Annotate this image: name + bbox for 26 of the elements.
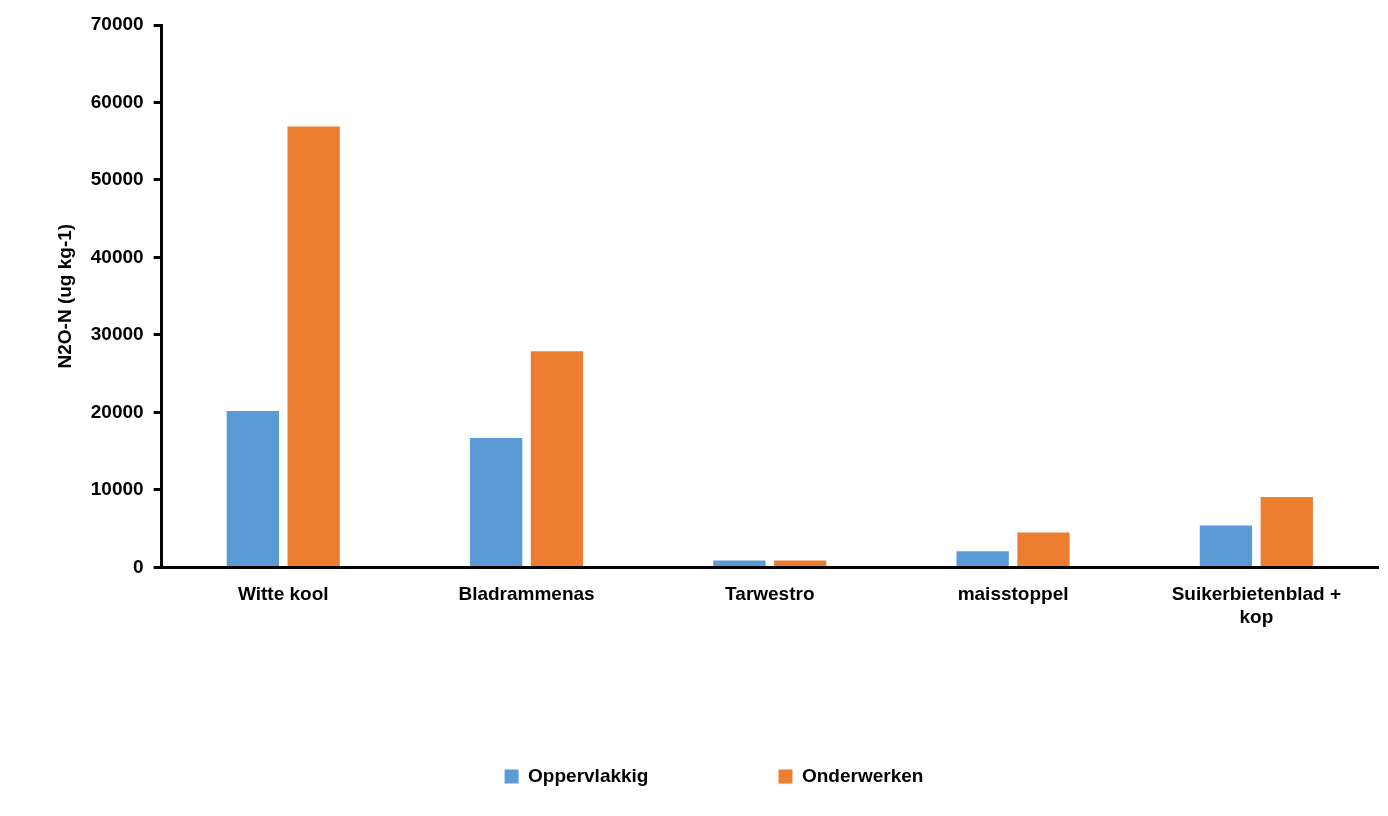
x-tick-label: maisstoppel (957, 583, 1069, 605)
y-tick-label: 20000 (90, 400, 144, 422)
y-axis-title: N2O-N (ug kg-1) (53, 223, 75, 369)
bar (956, 551, 1009, 566)
bar (774, 560, 827, 566)
x-tick-label: Bladrammenas (458, 583, 595, 605)
legend-label: Oppervlakkig (528, 764, 649, 786)
bar (1017, 532, 1070, 566)
bar (713, 560, 766, 566)
y-tick-label: 40000 (90, 245, 144, 267)
y-tick-label: 0 (133, 555, 144, 577)
y-tick-label: 60000 (90, 90, 144, 112)
bar (226, 410, 280, 566)
y-tick-label: 10000 (90, 478, 144, 500)
bar (287, 126, 340, 566)
legend-label: Onderwerken (801, 764, 924, 786)
bar (1260, 496, 1313, 566)
x-tick-label: Tarwestro (725, 583, 815, 605)
y-tick-label: 50000 (90, 168, 144, 190)
x-tick-label: Witte kool (237, 583, 329, 605)
y-tick-label: 70000 (90, 13, 144, 35)
bar (530, 351, 584, 566)
x-tick-label: Suikerbietenblad + kop (1171, 583, 1342, 627)
y-tick-label: 30000 (90, 323, 144, 345)
bar (469, 438, 523, 566)
bar (1199, 525, 1253, 566)
